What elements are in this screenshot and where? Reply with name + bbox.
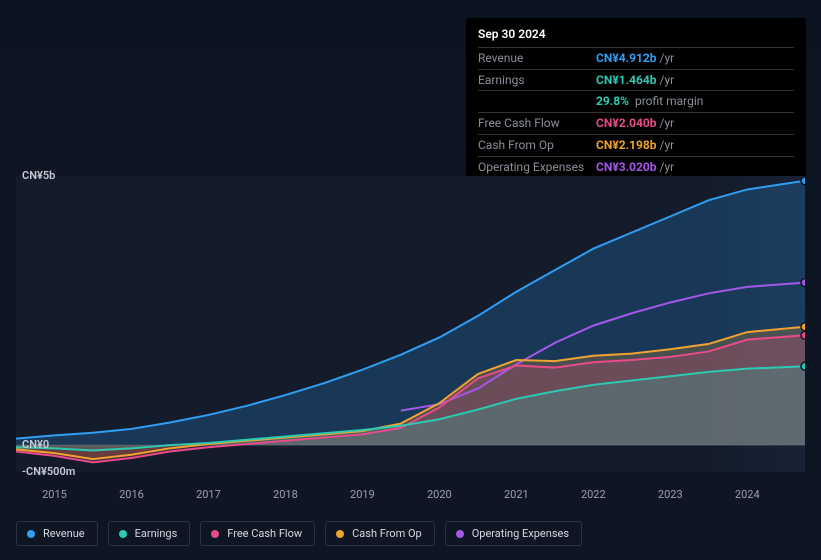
tooltip-rows: RevenueCN¥4.912b/yrEarningsCN¥1.464b/yr2…	[478, 47, 794, 178]
tooltip-row: EarningsCN¥1.464b/yr	[478, 69, 794, 91]
tooltip-subvalue-wrap: 29.8% profit margin	[596, 93, 703, 110]
tooltip-row: Cash From OpCN¥2.198b/yr	[478, 134, 794, 156]
legend-dot-icon	[336, 530, 344, 538]
legend-label: Earnings	[135, 527, 178, 540]
tooltip-value: CN¥1.464b	[596, 73, 657, 87]
tooltip-label: Free Cash Flow	[478, 115, 596, 132]
x-tick-label: 2022	[581, 488, 606, 501]
legend-label: Operating Expenses	[472, 527, 569, 540]
legend-item-opex[interactable]: Operating Expenses	[445, 521, 582, 546]
x-tick-label: 2024	[735, 488, 760, 501]
y-tick-label: CN¥0	[22, 438, 49, 451]
x-tick-label: 2017	[196, 488, 221, 501]
tooltip-value: CN¥4.912b	[596, 51, 657, 65]
tooltip-row: Free Cash FlowCN¥2.040b/yr	[478, 112, 794, 134]
tooltip-label: Revenue	[478, 50, 596, 67]
legend-dot-icon	[211, 530, 219, 538]
tooltip-row: RevenueCN¥4.912b/yr	[478, 47, 794, 69]
tooltip-subtext: profit margin	[632, 94, 703, 108]
tooltip-value-wrap: CN¥4.912b/yr	[596, 50, 674, 67]
legend-dot-icon	[119, 530, 127, 538]
legend-dot-icon	[27, 530, 35, 538]
tooltip-label: Cash From Op	[478, 137, 596, 154]
legend-label: Cash From Op	[352, 527, 422, 540]
legend: Revenue Earnings Free Cash Flow Cash From O…	[16, 521, 582, 546]
x-tick-label: 2016	[119, 488, 144, 501]
x-tick-label: 2021	[504, 488, 529, 501]
tooltip-value-wrap: CN¥2.198b/yr	[596, 137, 674, 154]
x-tick-label: 2019	[350, 488, 375, 501]
tooltip-value-wrap: CN¥1.464b/yr	[596, 72, 674, 89]
tooltip-value: CN¥2.198b	[596, 138, 657, 152]
x-tick-label: 2018	[273, 488, 298, 501]
hover-tooltip: Sep 30 2024 RevenueCN¥4.912b/yrEarningsC…	[466, 18, 806, 184]
y-tick-label: -CN¥500m	[22, 465, 75, 478]
tooltip-unit: /yr	[660, 73, 675, 87]
legend-item-fcf[interactable]: Free Cash Flow	[200, 521, 315, 546]
legend-label: Revenue	[43, 527, 85, 540]
x-tick-label: 2015	[42, 488, 67, 501]
tooltip-sublabel	[478, 93, 596, 110]
tooltip-unit: /yr	[660, 116, 675, 130]
legend-dot-icon	[456, 530, 464, 538]
x-tick-label: 2020	[427, 488, 452, 501]
legend-item-earnings[interactable]: Earnings	[108, 521, 191, 546]
tooltip-unit: /yr	[660, 138, 675, 152]
tooltip-unit: /yr	[660, 51, 675, 65]
chart-svg	[16, 160, 805, 480]
tooltip-subvalue: 29.8%	[596, 94, 629, 108]
tooltip-subrow: 29.8% profit margin	[478, 90, 794, 112]
legend-label: Free Cash Flow	[227, 527, 302, 540]
tooltip-label: Earnings	[478, 72, 596, 89]
y-tick-label: CN¥5b	[22, 169, 55, 182]
page: Sep 30 2024 RevenueCN¥4.912b/yrEarningsC…	[0, 0, 821, 560]
tooltip-value: CN¥2.040b	[596, 116, 657, 130]
financials-chart[interactable]: CN¥5bCN¥0-CN¥500m 2015201620172018201920…	[16, 160, 805, 480]
tooltip-value-wrap: CN¥2.040b/yr	[596, 115, 674, 132]
legend-item-cfo[interactable]: Cash From Op	[325, 521, 435, 546]
legend-item-revenue[interactable]: Revenue	[16, 521, 98, 546]
x-tick-label: 2023	[658, 488, 683, 501]
tooltip-date: Sep 30 2024	[478, 26, 794, 43]
